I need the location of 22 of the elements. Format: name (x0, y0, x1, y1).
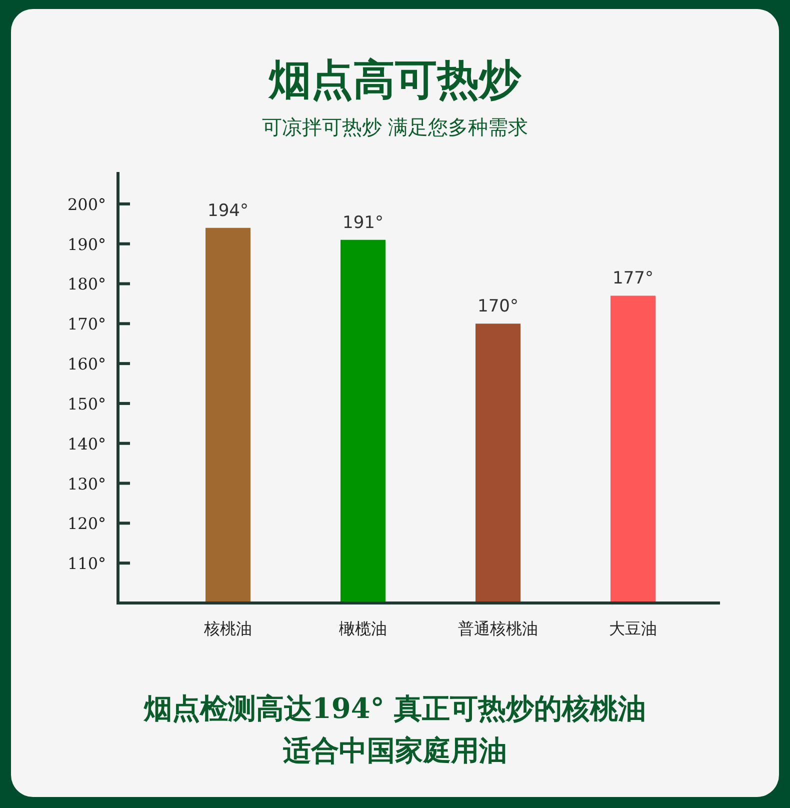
x-tick-label: 大豆油 (609, 619, 657, 638)
data-label: 191° (342, 212, 384, 233)
y-tick-label: 160° (67, 354, 106, 374)
y-tick-label: 150° (67, 394, 106, 414)
data-label: 170° (478, 296, 518, 317)
y-tick-label: 180° (67, 274, 106, 294)
chart-subtitle: 可凉拌可热炒 满足您多种需求 (262, 115, 528, 139)
y-tick-label: 190° (67, 234, 106, 254)
y-tick-label: 200° (67, 194, 106, 214)
data-label: 194° (208, 200, 248, 221)
y-tick-label: 170° (67, 314, 106, 334)
x-tick-label: 普通核桃油 (458, 619, 538, 638)
chart-title: 烟点高可热炒 (268, 55, 522, 104)
y-tick-label: 120° (67, 514, 106, 534)
x-tick-label: 核桃油 (203, 619, 252, 638)
text: 烟点检测高达194° 真正可热炒的核桃油 (142, 692, 646, 725)
data-label: 177° (612, 268, 654, 289)
y-tick-label: 130° (67, 474, 106, 494)
y-tick-label: 110° (67, 554, 106, 574)
y-tick-label: 140° (67, 434, 106, 454)
text: 适合中国家庭用油 (282, 734, 507, 767)
x-tick-label: 橄榄油 (339, 619, 387, 638)
